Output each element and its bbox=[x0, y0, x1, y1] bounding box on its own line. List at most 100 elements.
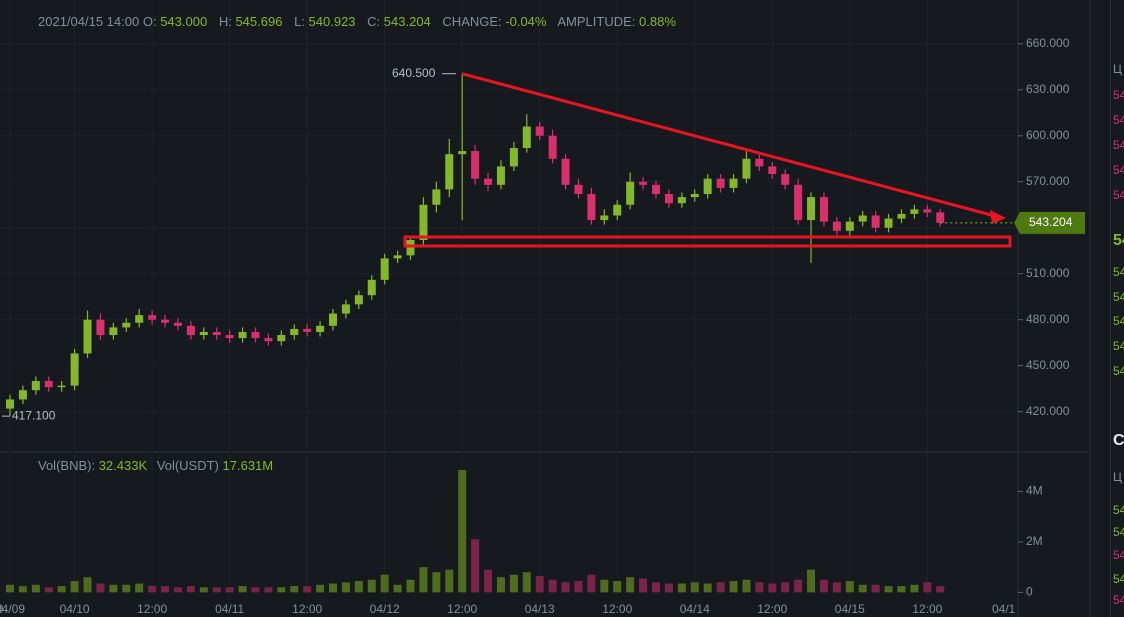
candle-body bbox=[148, 315, 157, 320]
candle-body bbox=[445, 154, 454, 190]
candle-body bbox=[471, 151, 480, 179]
x-tick-label: 04/13 bbox=[525, 602, 555, 616]
ohlc-header: 2021/04/15 14:00 O: 543.000 H: 545.696 L… bbox=[38, 14, 684, 29]
y-tick-label: 510.000 bbox=[1026, 266, 1070, 280]
candle-body bbox=[44, 381, 53, 388]
candle-body bbox=[884, 218, 893, 228]
candle-body bbox=[781, 174, 790, 185]
volume-bar bbox=[652, 582, 660, 593]
candle-body bbox=[897, 213, 906, 219]
trend-line bbox=[461, 72, 996, 218]
order-book-cell: 54 bbox=[1113, 525, 1124, 539]
x-tick-label: 04/09 bbox=[0, 602, 25, 616]
volume-bar bbox=[393, 584, 402, 593]
y-tick-label: 570.000 bbox=[1026, 174, 1070, 188]
candle-body bbox=[652, 184, 660, 195]
ohlc-label: O: bbox=[142, 14, 157, 29]
volume-bar bbox=[367, 579, 376, 593]
candle-body bbox=[690, 194, 699, 198]
candle-body bbox=[18, 390, 27, 400]
y-tick-label: 450.000 bbox=[1026, 358, 1070, 372]
candle-body bbox=[135, 315, 144, 323]
candle-body bbox=[587, 194, 596, 221]
volume-bar bbox=[303, 586, 312, 593]
volume-label: Vol(USDT) bbox=[156, 458, 219, 473]
volume-bar bbox=[587, 574, 596, 593]
x-tick-label: 12:00 bbox=[912, 602, 942, 616]
volume-bar bbox=[122, 584, 131, 593]
y-tick-label: 630.000 bbox=[1026, 82, 1070, 96]
candle-body bbox=[703, 178, 712, 195]
volume-bar bbox=[238, 586, 247, 593]
ohlc-label: L: bbox=[294, 14, 305, 29]
y-tick-label: 480.000 bbox=[1026, 312, 1070, 326]
low-label: 417.100 bbox=[12, 408, 56, 422]
y-tick-label: 0 bbox=[1026, 585, 1033, 599]
y-tick-label: 2M bbox=[1026, 534, 1043, 548]
candle-body bbox=[354, 295, 363, 305]
order-book-cell: 54 bbox=[1113, 138, 1124, 152]
order-book-cell: Ц bbox=[1113, 62, 1122, 76]
candle-body bbox=[613, 204, 622, 216]
volume-bar bbox=[561, 582, 570, 593]
ohlc-label: H: bbox=[218, 14, 232, 29]
volume-bar bbox=[729, 581, 738, 593]
candle-body bbox=[406, 240, 415, 256]
order-book-cell: 54 bbox=[1113, 503, 1124, 517]
volume-bar bbox=[613, 581, 622, 593]
candle-body bbox=[664, 194, 673, 204]
ohlc-value: -0.04% bbox=[505, 14, 547, 29]
x-tick-label: 12:00 bbox=[757, 602, 787, 616]
volume-bar bbox=[18, 586, 27, 593]
volume-bar bbox=[677, 583, 686, 593]
candle-body bbox=[807, 197, 816, 221]
volume-value: 17.631M bbox=[222, 458, 274, 473]
candle-body bbox=[742, 158, 751, 179]
order-book-cell: 54 bbox=[1113, 232, 1124, 249]
candle-body bbox=[380, 258, 389, 280]
volume-bar bbox=[923, 582, 932, 593]
datetime: 2021/04/15 14:00 bbox=[38, 14, 140, 29]
ohlc-value: 540.923 bbox=[308, 14, 356, 29]
candle-body bbox=[367, 279, 376, 296]
candle-body bbox=[729, 178, 738, 188]
volume-bar bbox=[148, 586, 157, 593]
candle-body bbox=[122, 322, 131, 328]
volume-bar bbox=[639, 578, 648, 593]
trend-arrowhead bbox=[990, 210, 1006, 224]
candle-body bbox=[393, 255, 402, 259]
volume-bar bbox=[794, 579, 803, 593]
volume-bar bbox=[522, 572, 531, 593]
candle-body bbox=[70, 353, 79, 386]
candle-body bbox=[858, 215, 867, 222]
volume-bar bbox=[600, 579, 609, 593]
candle-body bbox=[484, 178, 493, 185]
volume-bar bbox=[251, 587, 260, 593]
candle-body bbox=[574, 184, 583, 195]
candle-body bbox=[419, 204, 428, 240]
order-book-cell: 54 bbox=[1113, 188, 1124, 202]
y-tick-label: 420.000 bbox=[1026, 404, 1070, 418]
x-tick-label: 12:00 bbox=[137, 602, 167, 616]
candle-body bbox=[548, 135, 557, 159]
candle-body bbox=[910, 209, 919, 214]
candle-body bbox=[316, 325, 325, 332]
volume-bar bbox=[884, 586, 893, 593]
volume-bar bbox=[548, 579, 557, 593]
volume-bar bbox=[768, 583, 777, 593]
volume-bar bbox=[626, 577, 635, 593]
volume-bar bbox=[31, 584, 40, 593]
volume-bar bbox=[329, 583, 337, 593]
volume-bar bbox=[212, 587, 221, 593]
order-book-cell: 54 bbox=[1113, 314, 1124, 328]
order-book: Ц 54 54 54 54 54 54 54 54 54 54 54 Сд Ц 54 54 54 54 54 bbox=[1110, 0, 1124, 617]
candle-body bbox=[212, 331, 221, 336]
volume-bar bbox=[484, 569, 493, 593]
volume-bar bbox=[845, 581, 854, 593]
volume-bar bbox=[341, 582, 350, 593]
volume-bar bbox=[910, 584, 919, 593]
order-book-cell: 54 bbox=[1113, 548, 1124, 562]
order-book-cell: 54 bbox=[1113, 88, 1124, 102]
candle-body bbox=[432, 189, 441, 205]
